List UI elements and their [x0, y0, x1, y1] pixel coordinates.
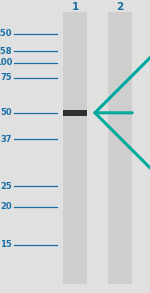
- Text: 75: 75: [0, 73, 12, 82]
- Text: 20: 20: [0, 202, 12, 211]
- Text: 250: 250: [0, 29, 12, 38]
- Bar: [63, 12, 87, 284]
- Text: 37: 37: [0, 135, 12, 144]
- Text: 158: 158: [0, 47, 12, 56]
- Text: 2: 2: [116, 2, 124, 12]
- Bar: [63, 110, 87, 116]
- Text: 15: 15: [0, 240, 12, 249]
- Bar: [108, 12, 132, 284]
- Text: 25: 25: [0, 182, 12, 190]
- Text: 50: 50: [0, 108, 12, 117]
- Text: 1: 1: [71, 2, 79, 12]
- Text: 100: 100: [0, 59, 12, 67]
